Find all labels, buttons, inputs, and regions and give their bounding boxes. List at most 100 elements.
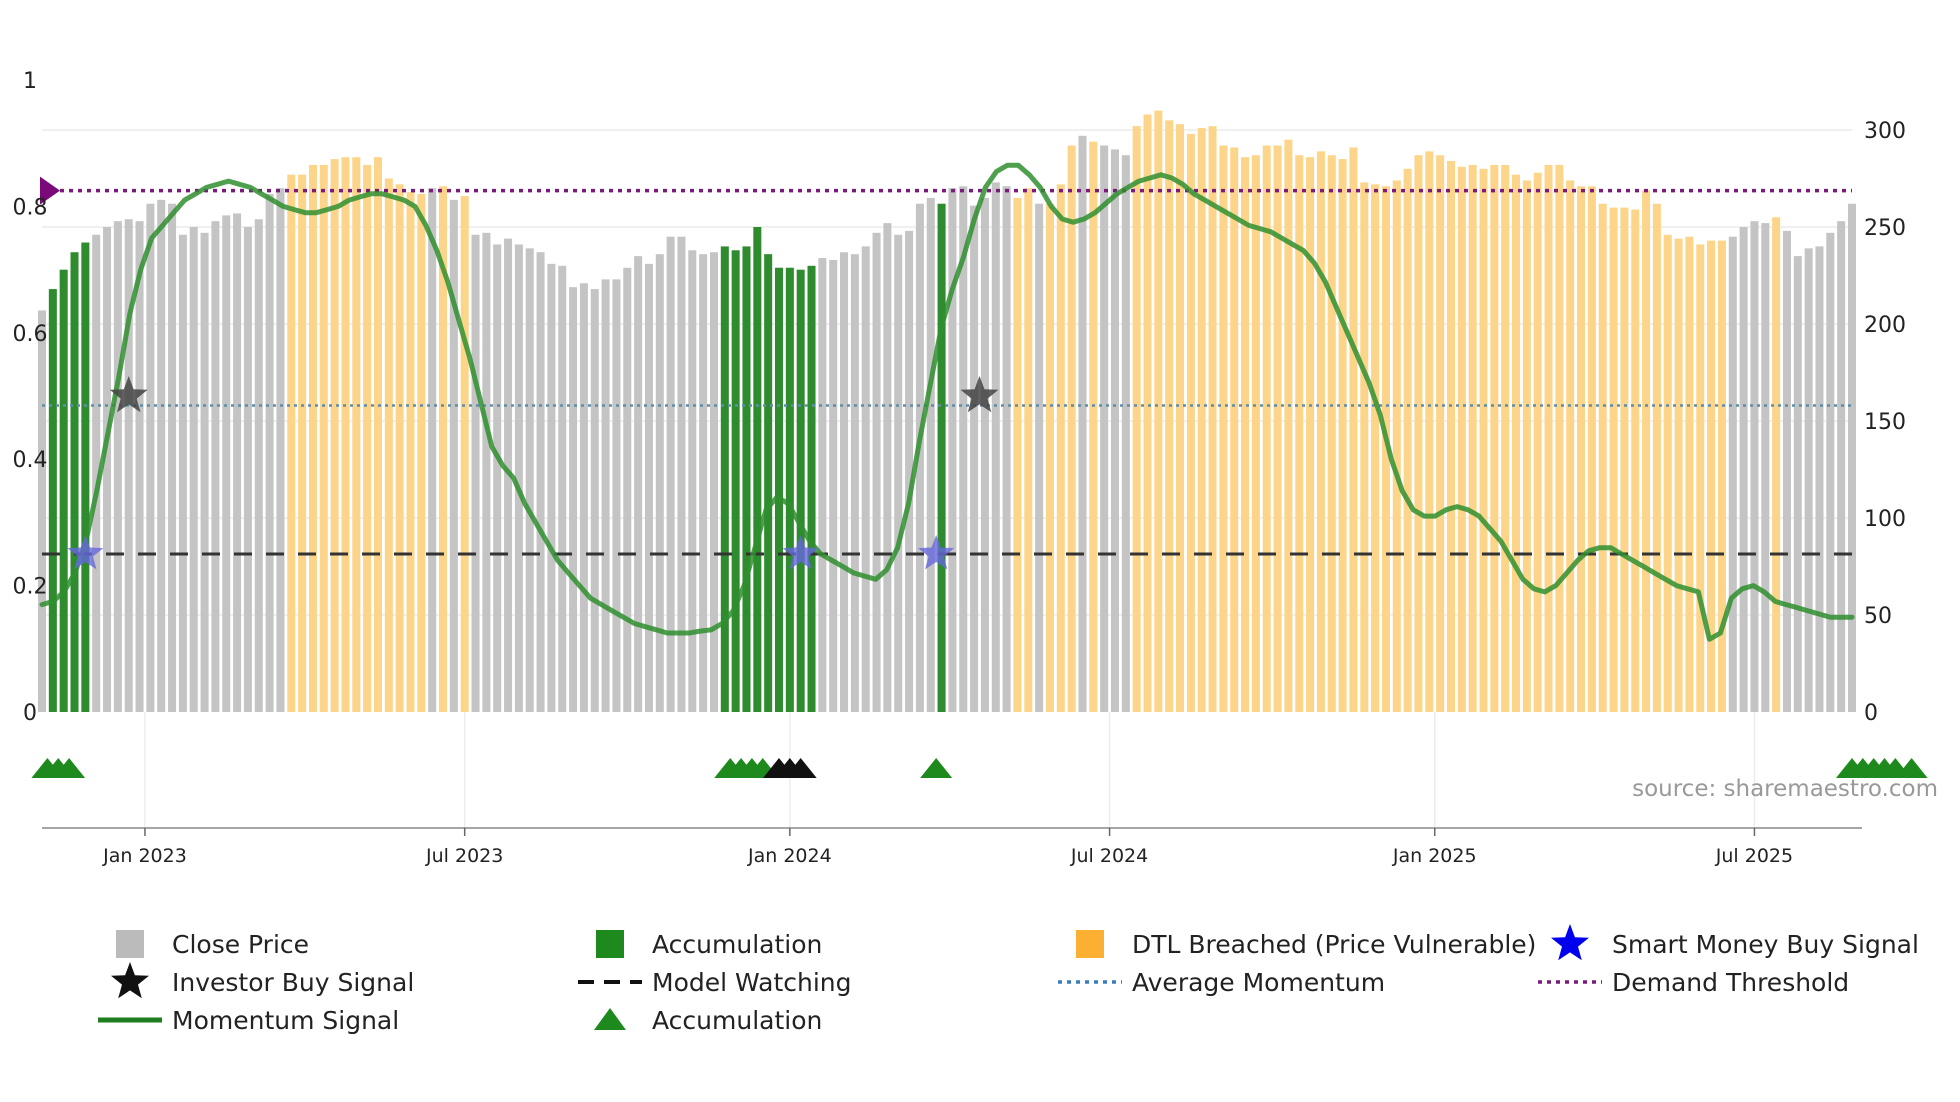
close-price-bar (352, 157, 361, 712)
legend-swatch (116, 930, 144, 958)
close-price-bars (37, 110, 1857, 713)
close-price-bar (1121, 155, 1130, 713)
close-price-bar (341, 157, 350, 712)
close-price-bar (1717, 240, 1726, 712)
close-price-bar (742, 246, 751, 712)
close-price-bar (254, 219, 263, 713)
close-price-bar (460, 195, 469, 712)
close-price-bar (1501, 164, 1510, 713)
close-price-bar (1642, 190, 1651, 712)
close-price-bar (1652, 203, 1661, 712)
left-tick-label: 0 (23, 701, 37, 726)
legend-label: Model Watching (652, 968, 852, 997)
close-price-bar (840, 252, 849, 712)
close-price-bar (1674, 238, 1683, 712)
close-price-bar (124, 219, 133, 713)
close-price-bar (222, 215, 231, 713)
close-price-bar (655, 254, 664, 712)
left-tick-label: 0.8 (13, 195, 48, 220)
close-price-bar (395, 184, 404, 712)
close-price-bar (157, 199, 166, 713)
close-price-bar (1696, 244, 1705, 712)
close-price-bar (1013, 197, 1022, 712)
close-price-bar (1165, 120, 1174, 713)
close-price-bar (1598, 203, 1607, 712)
legend-label: Average Momentum (1132, 968, 1385, 997)
close-price-bar (1338, 159, 1347, 713)
close-price-bar (168, 203, 177, 712)
legend-label: Demand Threshold (1612, 968, 1849, 997)
close-price-bar (861, 246, 870, 712)
close-price-bar (70, 252, 79, 712)
close-price-bar (558, 265, 567, 712)
close-price-bar (1707, 240, 1716, 712)
left-axis-ticks: 0 0.2 0.4 0.6 0.8 1 (13, 69, 48, 726)
demand-threshold-marker (40, 176, 60, 205)
close-price-bar (677, 236, 686, 712)
legend-item: Demand Threshold (1538, 968, 1849, 997)
close-price-bar (829, 259, 838, 712)
close-price-bar (189, 227, 198, 712)
close-price-bar (644, 263, 653, 712)
close-price-bar (699, 254, 708, 712)
close-price-bar (764, 254, 773, 712)
right-tick-label: 150 (1864, 410, 1906, 435)
close-price-bar (1631, 209, 1640, 713)
close-price-bar (970, 205, 979, 712)
close-price-bar (1078, 135, 1087, 712)
close-price-bar (1490, 164, 1499, 713)
close-price-bar (1295, 155, 1304, 713)
close-price-bar (569, 287, 578, 712)
close-price-bar (1620, 207, 1629, 712)
close-price-bar (1241, 157, 1250, 712)
legend-swatch (1076, 930, 1104, 958)
close-price-bar (1056, 184, 1065, 712)
close-price-bar (298, 174, 307, 712)
close-price-bar (1446, 161, 1455, 713)
close-price-bar (1284, 139, 1293, 712)
close-price-bar (1772, 217, 1781, 713)
close-price-bar (308, 164, 317, 713)
x-tick-label: Jan 2025 (1392, 845, 1477, 867)
close-price-bar (471, 234, 480, 712)
close-price-bar (991, 182, 1000, 712)
close-price-bar (1522, 180, 1531, 712)
close-price-bar (265, 194, 274, 712)
legend-label: DTL Breached (Price Vulnerable) (1132, 930, 1536, 959)
x-axis-ticks: Jan 2023 Jul 2023 Jan 2024 Jul 2024 Jan 2025… (102, 828, 1793, 867)
close-price-bar (1782, 230, 1791, 712)
accumulation-triangle (920, 758, 953, 778)
close-price-bar (612, 279, 621, 712)
close-price-bar (1403, 168, 1412, 713)
close-price-bar (753, 227, 762, 712)
close-price-bar (666, 236, 675, 712)
close-price-bar (103, 227, 112, 712)
close-price-bar (1577, 186, 1586, 712)
close-price-bar (872, 232, 881, 712)
legend-item: Momentum Signal (98, 1006, 399, 1035)
close-price-bar (1132, 126, 1141, 713)
legend: Close Price Accumulation DTL Breached (Pri… (98, 924, 1919, 1035)
close-price-bar (319, 164, 328, 713)
close-price-bar (547, 263, 556, 712)
close-price-bar (1208, 126, 1217, 713)
source-label: source: sharemaestro.com (1632, 776, 1938, 802)
close-price-bar (1425, 151, 1434, 713)
close-price-bar (850, 254, 859, 712)
close-price-bar (1728, 236, 1737, 712)
close-price-bar (1035, 203, 1044, 712)
close-price-bar (1154, 110, 1163, 713)
investor-buy-star (109, 376, 148, 413)
close-price-bar (720, 246, 729, 712)
close-price-bar (774, 267, 784, 712)
close-price-bar (937, 203, 946, 712)
investor-buy-star (960, 376, 999, 413)
close-price-bar (178, 234, 187, 712)
close-price-bar (1327, 155, 1336, 713)
left-tick-label: 0.6 (13, 322, 48, 347)
x-tick-label: Jan 2023 (102, 845, 187, 867)
close-price-bar (1089, 141, 1098, 712)
close-price-bar (37, 310, 47, 712)
close-price-bar (883, 223, 892, 712)
close-price-bar (1219, 145, 1228, 712)
